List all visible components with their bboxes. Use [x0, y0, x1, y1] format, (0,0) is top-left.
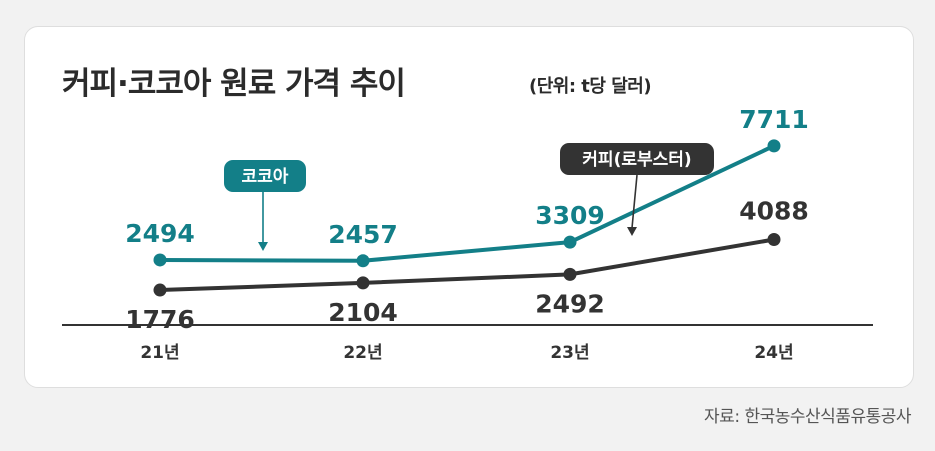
x-tick-label: 22년 — [343, 343, 382, 363]
data-point-coffee — [153, 283, 167, 297]
unit-label: (단위: t당 달러) — [529, 76, 652, 97]
callout-arrowhead — [258, 242, 268, 251]
callout-leader — [631, 174, 638, 229]
callout-box — [560, 143, 714, 175]
value-label-coffee: 1776 — [125, 305, 195, 334]
callout-label: 커피(로부스터) — [582, 150, 691, 170]
data-point-cocoa — [563, 235, 577, 249]
chart-card — [24, 26, 914, 388]
value-label-coffee: 4088 — [739, 196, 809, 225]
value-label-cocoa: 2457 — [328, 220, 398, 249]
value-label-coffee: 2492 — [535, 289, 605, 318]
series-line-coffee — [159, 237, 775, 293]
annotation-layer: 코코아 커피(로부스터) — [224, 143, 714, 251]
value-label-cocoa: 3309 — [535, 201, 605, 230]
data-point-cocoa — [356, 254, 370, 268]
series-layer — [153, 139, 781, 297]
callout-box — [224, 160, 306, 192]
callout-label: 코코아 — [242, 167, 289, 187]
value-label-cocoa: 2494 — [125, 219, 195, 248]
x-tick-label: 21년 — [140, 343, 179, 363]
label-layer: 2494 2457 3309 7711 1776 2104 2492 4088 — [125, 105, 809, 334]
value-label-cocoa: 7711 — [739, 105, 809, 134]
x-tick-label: 23년 — [550, 343, 589, 363]
data-point-cocoa — [767, 139, 781, 153]
source-note: 자료: 한국농수산식품유통공사 — [704, 407, 911, 427]
x-tick-label: 24년 — [754, 343, 793, 363]
data-point-coffee — [356, 276, 370, 290]
callout-arrowhead — [627, 227, 637, 236]
callout-coffee: 커피(로부스터) — [560, 143, 714, 236]
value-label-coffee: 2104 — [328, 298, 398, 327]
chart-title: 커피·코코아 원료 가격 추이 — [62, 66, 406, 102]
data-point-cocoa — [153, 253, 167, 267]
data-point-coffee — [563, 267, 577, 281]
callout-cocoa: 코코아 — [224, 160, 306, 251]
x-tick-layer: 21년 22년 23년 24년 — [140, 343, 793, 363]
data-point-coffee — [767, 232, 781, 246]
series-line-cocoa — [159, 144, 775, 263]
